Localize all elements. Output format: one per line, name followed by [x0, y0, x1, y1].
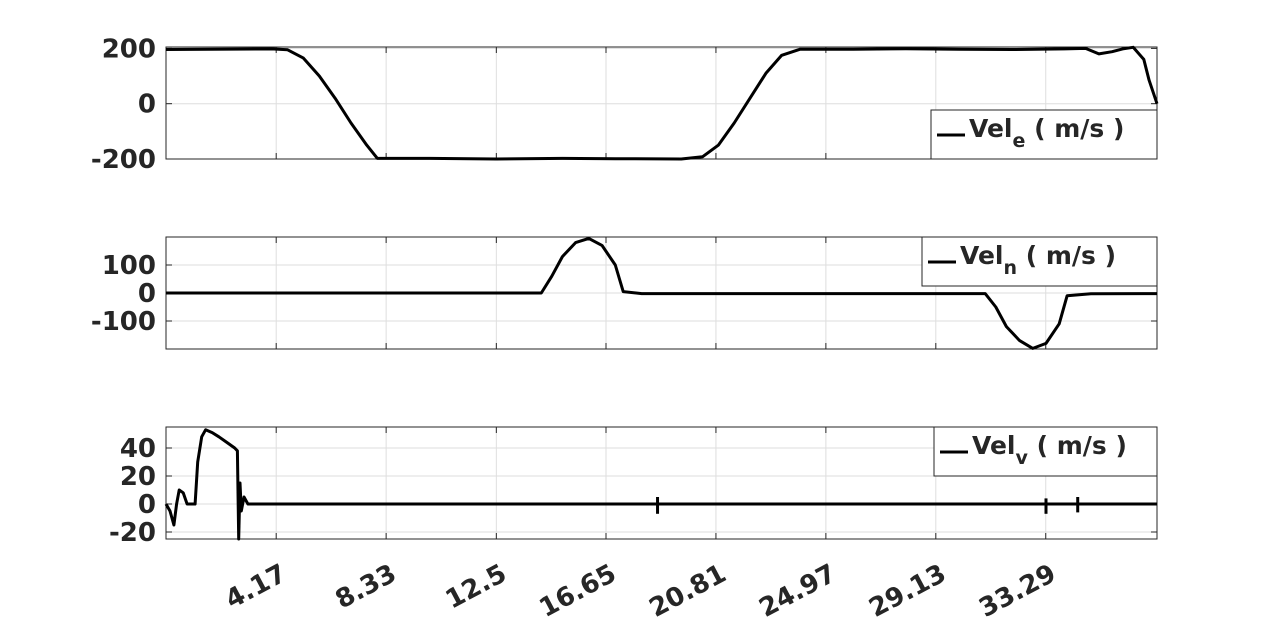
legend-label-unit: ( m/s ) [1017, 241, 1116, 270]
y-tick-label: 100 [102, 251, 156, 281]
legend: Velv ( m/s ) [933, 426, 1158, 477]
legend-label-unit: ( m/s ) [1025, 114, 1124, 143]
y-tick-label: 200 [102, 34, 156, 64]
legend-label-main: Vel [969, 114, 1013, 143]
legend-box [933, 426, 1158, 477]
series-line [164, 428, 1157, 541]
y-tick-label: 40 [120, 434, 156, 464]
y-tick-label: -100 [91, 307, 156, 337]
legend-label-subscript: e [1013, 130, 1026, 152]
legend-label: Veln ( m/s ) [960, 241, 1116, 279]
legend-label-unit: ( m/s ) [1028, 431, 1127, 460]
x-tick-label: 16.65 [535, 559, 622, 624]
y-tick-label: 20 [120, 462, 156, 492]
x-tick-label: 20.81 [645, 559, 732, 624]
legend-label-main: Vel [972, 431, 1016, 460]
x-tick-label: 33.29 [974, 559, 1061, 624]
y-tick-label: -20 [109, 518, 156, 548]
legend-box [921, 236, 1158, 287]
y-tick-label: -200 [91, 145, 156, 175]
axes-box [165, 426, 1158, 540]
legend: Vele ( m/s ) [930, 109, 1158, 160]
y-tick-label: 0 [138, 490, 156, 520]
legend-label: Velv ( m/s ) [972, 431, 1127, 469]
y-tick-label: 0 [138, 279, 156, 309]
y-tick-label: 0 [138, 90, 156, 120]
legend-label-subscript: v [1016, 447, 1029, 469]
legend-label-subscript: n [1004, 257, 1018, 279]
legend-label: Vele ( m/s ) [969, 114, 1124, 152]
x-tick-label: 24.97 [754, 559, 841, 624]
chart-velocity-east: -200 0 200 Vele ( m/s ) [91, 34, 1159, 175]
series-line [166, 236, 1158, 350]
legend-label-main: Vel [960, 241, 1004, 270]
legend: Veln ( m/s ) [921, 236, 1158, 287]
x-tick-label: 29.13 [864, 559, 951, 624]
x-tick-label: 12.5 [441, 559, 512, 616]
x-tick-label: 8.33 [331, 559, 402, 616]
legend-box [930, 109, 1158, 160]
series-line [165, 45, 1159, 161]
x-tick-label: 4.17 [221, 559, 292, 616]
